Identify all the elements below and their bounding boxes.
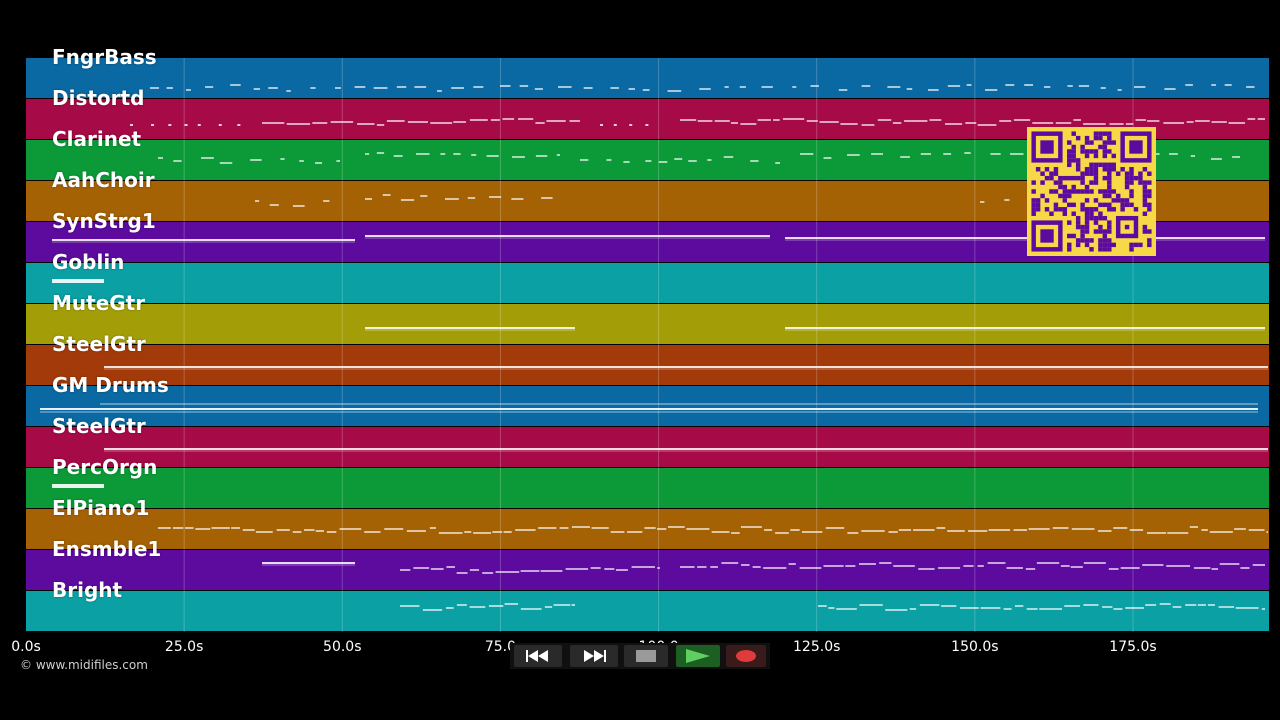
fast-forward-icon	[584, 650, 606, 662]
play-button[interactable]	[676, 645, 720, 667]
track-label: Distortd	[52, 86, 145, 110]
track-lane	[26, 304, 1269, 344]
time-tick-label: 50.0s	[323, 639, 362, 655]
time-tick-label: 75.0	[484, 639, 516, 655]
track-label: Ensmble1	[52, 537, 162, 561]
track-lane	[26, 427, 1269, 467]
rewind-icon	[526, 650, 548, 662]
track-label: PercOrgn	[52, 455, 158, 479]
track-lane	[26, 58, 1269, 98]
track-lane	[26, 509, 1269, 549]
track-lane	[26, 591, 1269, 631]
track-label: AahChoir	[52, 168, 155, 192]
track-lane	[26, 468, 1269, 508]
play-icon	[686, 649, 710, 663]
rewind-button[interactable]	[514, 645, 562, 667]
fast-forward-button[interactable]	[570, 645, 618, 667]
record-icon	[736, 650, 756, 662]
track-label: Bright	[52, 578, 123, 602]
record-button[interactable]	[726, 645, 766, 667]
time-tick-label: 125.0s	[793, 639, 841, 655]
time-tick-label: 150.0s	[951, 639, 999, 655]
track-label: Goblin	[52, 250, 125, 274]
time-tick-label: 175.0s	[1109, 639, 1157, 655]
stop-button[interactable]	[624, 645, 668, 667]
qr-code-icon	[1027, 127, 1156, 256]
time-tick-label: 0.0s	[11, 639, 41, 655]
track-label: Clarinet	[52, 127, 142, 151]
track-lane	[26, 386, 1269, 426]
track-label: MuteGtr	[52, 291, 146, 315]
track-label: ElPiano1	[52, 496, 150, 520]
copyright-text: © www.midifiles.com	[20, 658, 148, 672]
track-label: SynStrg1	[52, 209, 156, 233]
track-label: FngrBass	[52, 45, 157, 69]
time-tick-label: 25.0s	[164, 639, 204, 655]
track-lane	[26, 345, 1269, 385]
track-label: GM Drums	[52, 373, 169, 397]
track-label: SteelGtr	[52, 332, 146, 356]
stop-icon	[636, 650, 656, 662]
track-lane	[26, 550, 1269, 590]
transport-bar	[510, 643, 770, 669]
track-label: SteelGtr	[52, 414, 146, 438]
track-lane	[26, 263, 1269, 303]
